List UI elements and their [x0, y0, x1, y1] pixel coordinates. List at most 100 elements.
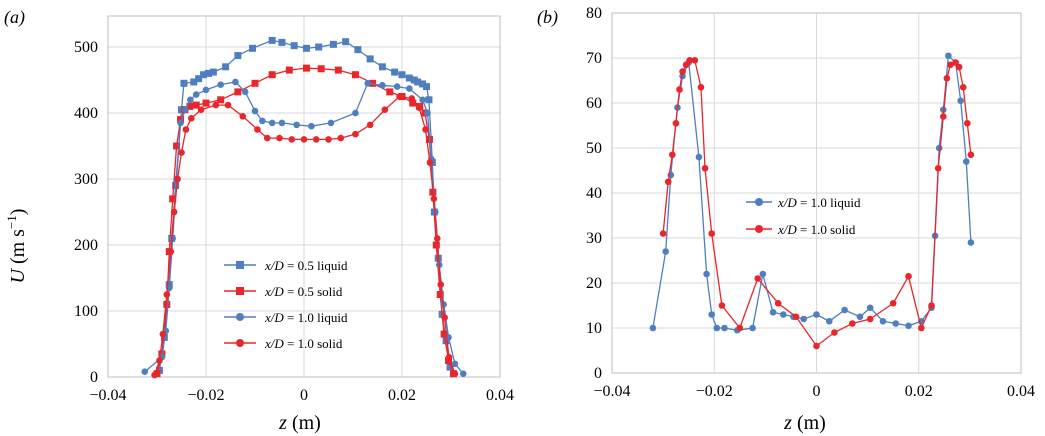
data-point [396, 93, 403, 100]
legend-entry-b-0: x/D = 1.0 liquid [746, 195, 861, 210]
legend-a-0-rest: = 0.5 liquid [284, 258, 348, 273]
data-point [405, 74, 413, 82]
data-point [962, 158, 970, 165]
data-point [792, 313, 800, 321]
data-point [300, 136, 308, 143]
panel-a-x-axis-title: z (m) [278, 412, 321, 434]
series-line [652, 54, 972, 331]
data-point [669, 151, 676, 159]
y-tick-label: 60 [586, 95, 602, 112]
data-point [437, 281, 445, 288]
y-tick-label: 400 [74, 105, 98, 122]
data-point [759, 270, 767, 278]
data-point [169, 195, 177, 203]
panel-b-label: (b) [537, 7, 558, 28]
x-tick-label: 0.04 [486, 387, 514, 404]
legend-entry-a-1: x/D = 0.5 solid [224, 284, 343, 299]
data-point [398, 71, 406, 79]
legend-a-2-rest: = 1.0 liquid [284, 310, 348, 325]
data-point [649, 324, 657, 332]
x-tick-label: 0.02 [388, 387, 416, 404]
data-point [695, 153, 703, 161]
data-point [964, 119, 971, 127]
data-point [354, 46, 362, 54]
data-point [293, 121, 300, 129]
data-point [167, 248, 175, 255]
data-point [451, 370, 459, 378]
y-tick-label: 30 [586, 230, 602, 247]
data-point [302, 64, 310, 72]
legend-a-0-var: x/D [264, 258, 284, 273]
data-point [676, 86, 683, 93]
data-point [317, 65, 325, 73]
data-point [879, 317, 887, 325]
data-point [769, 308, 777, 316]
legend-b-0-rest: = 1.0 liquid [797, 195, 861, 210]
panel-a-y-axis-exp: −1 [4, 215, 19, 229]
data-point [352, 130, 359, 138]
data-point [263, 134, 271, 142]
panel-b-plot-area [611, 12, 1022, 374]
data-point [254, 126, 261, 133]
data-point [774, 299, 782, 307]
panel-b-x-axis-title: z (m) [783, 412, 826, 434]
data-point [268, 71, 276, 79]
data-point [366, 121, 374, 129]
data-point [177, 119, 184, 127]
data-point [186, 102, 194, 110]
panel-a-plot-area [107, 15, 501, 378]
data-point [662, 248, 669, 255]
legend-a-2-var: x/D [264, 310, 284, 325]
series-line [662, 59, 972, 347]
data-point [943, 74, 951, 82]
data-point [177, 116, 185, 124]
data-point [779, 311, 787, 318]
panel-b-legend: x/D = 1.0 liquid x/D = 1.0 solid [746, 195, 861, 237]
data-point [197, 106, 205, 113]
x-tick-label: −0.04 [593, 383, 630, 400]
series-line [156, 67, 455, 374]
data-point [422, 126, 429, 133]
data-point [192, 101, 200, 109]
legend-b-1-rest: = 1.0 solid [797, 222, 856, 237]
data-point [381, 106, 389, 113]
data-point [182, 126, 190, 133]
panel-a-x-axis-var: z [278, 412, 287, 434]
x-tick-label: 0 [813, 383, 821, 400]
data-point [288, 136, 296, 143]
legend-a-1-var: x/D [264, 284, 284, 299]
panel-a-y-axis-unit: (m s [7, 229, 29, 269]
data-point [959, 83, 967, 91]
y-tick-label: 100 [74, 303, 98, 320]
panel-b-x-tick-labels: −0.04 −0.02 0 0.02 0.04 [593, 383, 1035, 400]
data-point [419, 80, 427, 88]
data-point [905, 322, 912, 330]
data-point [174, 175, 181, 183]
data-point [190, 78, 198, 86]
data-point [342, 38, 350, 46]
data-point [682, 61, 690, 69]
data-point [866, 304, 874, 312]
data-point [436, 291, 444, 298]
panel-b-x-axis-var: z [783, 412, 792, 434]
data-point [386, 88, 394, 96]
data-point [268, 36, 276, 44]
legend-a-3-rest: = 1.0 solid [284, 336, 343, 351]
data-point [192, 91, 200, 98]
y-tick-label: 300 [74, 171, 98, 188]
y-tick-label: 80 [586, 5, 602, 22]
legend-a-1-rest: = 0.5 solid [284, 284, 343, 299]
data-point [423, 83, 430, 91]
data-point [290, 42, 298, 50]
data-point [170, 208, 178, 216]
panel-a-y-axis-var: U [7, 267, 29, 283]
data-point [241, 88, 249, 96]
data-point [841, 306, 848, 314]
data-point [800, 315, 808, 323]
y-tick-label: 40 [586, 185, 602, 202]
data-point [278, 119, 286, 127]
svg-text:x/D = 0.5 liquid: x/D = 0.5 liquid [264, 258, 348, 273]
data-point [425, 96, 433, 104]
data-point [713, 324, 721, 332]
y-tick-label: 10 [586, 320, 602, 337]
